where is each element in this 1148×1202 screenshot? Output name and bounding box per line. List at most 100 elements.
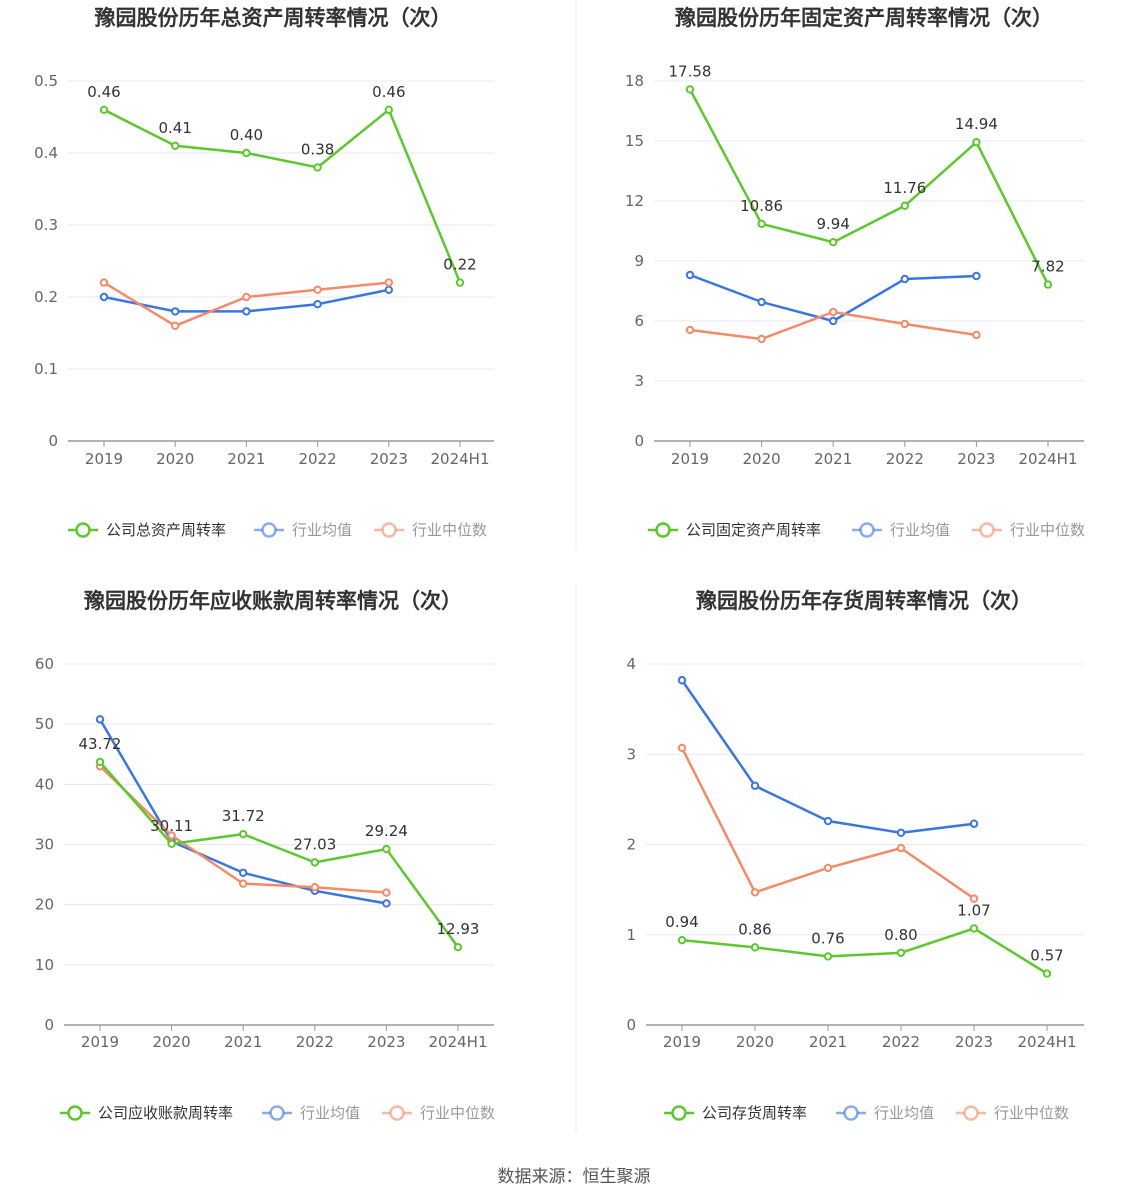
x-tick-label: 2020 (153, 1033, 191, 1051)
legend-label: 公司总资产周转率 (106, 521, 226, 539)
legend-marker-icon (389, 1105, 405, 1121)
chart-panel-4: 豫园股份历年存货周转率情况（次） 0 1 2 3 4 2019 2020 2021 2022 202… (626, 589, 1084, 1122)
legend-marker-icon (979, 522, 995, 538)
data-point-company (685, 85, 695, 94)
data-point-industry-median (313, 285, 322, 294)
data-point-company (896, 948, 906, 957)
x-tick-label: 2024H1 (431, 450, 490, 468)
y-tick-label: 1 (626, 926, 636, 944)
data-point-industry-median (171, 321, 180, 330)
data-point-industry-median (310, 883, 319, 892)
y-tick-label: 4 (626, 655, 636, 673)
y-tick-label: 30 (35, 836, 54, 854)
data-label: 0.57 (1030, 947, 1063, 965)
x-tick-label: 2023 (955, 1033, 993, 1051)
chart-panel-3: 豫园股份历年应收账款周转率情况（次） 0 10 20 30 40 50 60 2019 2020 2… (35, 589, 495, 1122)
data-label: 17.58 (669, 62, 712, 80)
data-point-industry-median (750, 888, 760, 897)
legend-marker-icon (269, 1105, 285, 1121)
legend-label: 行业均值 (300, 1104, 360, 1122)
legend-item-company[interactable]: 公司固定资产周转率 (648, 521, 821, 539)
x-tick-label: 2019 (85, 450, 123, 468)
y-tick-label: 0 (634, 432, 644, 450)
data-label: 0.76 (811, 929, 844, 947)
data-label: 9.94 (816, 215, 849, 233)
legend-item-industry-median[interactable]: 行业中位数 (382, 1104, 495, 1122)
data-point-industry-median (382, 888, 391, 897)
data-point-industry-average (972, 271, 981, 281)
data-label: 7.82 (1031, 258, 1064, 276)
y-tick-label: 0.5 (34, 72, 58, 90)
x-tick-label: 2023 (957, 450, 995, 468)
data-point-company (242, 148, 251, 158)
data-label: 0.86 (738, 920, 771, 938)
legend-item-industry-median[interactable]: 行业中位数 (972, 521, 1085, 539)
x-tick-label: 2020 (743, 450, 781, 468)
chart-title: 豫园股份历年应收账款周转率情况（次） (84, 589, 462, 613)
legend-marker-icon (67, 1105, 83, 1121)
x-tick-label: 2024H1 (1018, 1033, 1077, 1051)
legend-label: 行业中位数 (420, 1104, 495, 1122)
legend-item-company[interactable]: 公司总资产周转率 (68, 521, 226, 539)
data-point-company (384, 105, 393, 115)
legend-label: 行业中位数 (412, 521, 487, 539)
data-label: 0.22 (443, 256, 476, 274)
chart-title: 豫园股份历年固定资产周转率情况（次） (675, 6, 1053, 30)
legend-label: 行业均值 (890, 521, 950, 539)
legend-item-industry-average[interactable]: 行业均值 (254, 521, 352, 539)
data-point-company (823, 952, 833, 961)
legend-item-industry-average[interactable]: 行业均值 (262, 1104, 360, 1122)
legend-label: 公司应收账款周转率 (98, 1104, 233, 1122)
legend-marker-icon (671, 1105, 687, 1121)
data-label: 0.80 (884, 926, 917, 944)
data-point-industry-average (677, 676, 687, 685)
y-tick-label: 9 (634, 252, 644, 270)
y-tick-label: 0.1 (34, 360, 58, 378)
x-tick-label: 2019 (663, 1033, 701, 1051)
data-point-company (171, 141, 180, 151)
legend-item-company[interactable]: 公司应收账款周转率 (60, 1104, 233, 1122)
data-point-industry-average (757, 297, 766, 307)
data-label: 31.72 (222, 807, 265, 825)
legend-item-industry-median[interactable]: 行业中位数 (956, 1104, 1069, 1122)
data-point-company (167, 839, 176, 849)
x-tick-label: 2022 (886, 450, 924, 468)
legend-marker-icon (261, 522, 277, 538)
legend-item-industry-median[interactable]: 行业中位数 (374, 521, 487, 539)
data-point-industry-median (677, 743, 687, 753)
legend-marker-icon (843, 1105, 859, 1121)
source-note: 数据来源：恒生聚源 (498, 1167, 651, 1187)
data-point-industry-median (896, 843, 906, 853)
data-point-industry-median (239, 879, 248, 888)
y-tick-label: 60 (35, 655, 54, 673)
y-tick-label: 15 (625, 132, 644, 150)
data-label: 0.38 (301, 140, 334, 158)
legend-marker-icon (381, 522, 397, 538)
legend-item-industry-average[interactable]: 行业均值 (836, 1104, 934, 1122)
legend-label: 行业均值 (874, 1104, 934, 1122)
data-point-industry-average (99, 292, 109, 302)
data-point-company (757, 219, 766, 229)
data-point-company (969, 924, 979, 933)
x-tick-label: 2023 (370, 450, 408, 468)
y-tick-label: 10 (35, 956, 54, 974)
legend-item-company[interactable]: 公司存货周转率 (664, 1104, 807, 1122)
chart-title: 豫园股份历年存货周转率情况（次） (696, 589, 1032, 613)
data-point-industry-average (829, 316, 838, 326)
data-point-industry-average (896, 828, 906, 837)
series-line-company (103, 108, 462, 284)
data-point-industry-average (823, 816, 833, 826)
y-tick-label: 0.3 (34, 216, 58, 234)
data-point-industry-median (972, 330, 981, 340)
data-label: 11.76 (883, 179, 926, 197)
data-point-industry-average (382, 899, 391, 908)
y-tick-label: 20 (35, 896, 54, 914)
data-point-industry-average (685, 270, 695, 280)
legend-marker-icon (963, 1105, 979, 1121)
data-point-company (829, 238, 838, 247)
data-point-company (1043, 280, 1053, 289)
legend-label: 行业均值 (292, 521, 352, 539)
legend-item-industry-average[interactable]: 行业均值 (852, 521, 950, 539)
chart-panel-2: 豫园股份历年固定资产周转率情况（次） 0 3 6 9 12 15 18 2019 2020 2021… (625, 6, 1085, 539)
